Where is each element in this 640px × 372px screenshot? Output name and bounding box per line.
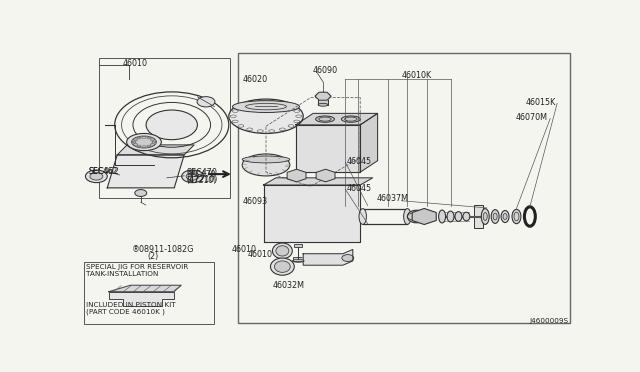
Polygon shape [323,96,330,101]
Polygon shape [117,145,194,155]
Text: 46015K: 46015K [525,98,556,107]
Text: (2): (2) [147,251,158,260]
Text: 46045: 46045 [347,157,372,166]
Circle shape [291,172,303,179]
Bar [84,262,214,324]
Text: SEC470: SEC470 [187,170,216,179]
Bar [293,257,303,261]
Ellipse shape [229,99,303,134]
Ellipse shape [316,116,335,122]
Ellipse shape [242,156,290,163]
Ellipse shape [455,212,462,221]
Polygon shape [303,250,353,265]
Ellipse shape [232,101,300,112]
Ellipse shape [447,211,454,222]
Text: INCLUDED IN PISTON KIT: INCLUDED IN PISTON KIT [86,302,175,308]
Ellipse shape [276,246,289,256]
Text: 46010: 46010 [248,250,273,259]
Polygon shape [264,178,372,185]
Text: SEC470: SEC470 [187,168,218,177]
Ellipse shape [438,210,445,223]
Text: (47210): (47210) [187,175,218,185]
Ellipse shape [483,212,487,221]
Ellipse shape [481,209,489,224]
Ellipse shape [127,134,161,151]
Polygon shape [316,96,323,101]
Text: 46010K: 46010K [401,71,431,80]
Ellipse shape [318,103,328,106]
Text: 46093: 46093 [243,197,268,206]
Ellipse shape [501,211,509,222]
Polygon shape [109,285,181,292]
Circle shape [342,254,354,262]
Bar [474,205,483,228]
Polygon shape [264,185,360,242]
Circle shape [86,170,108,183]
Text: J4600009S: J4600009S [529,318,568,324]
Ellipse shape [273,243,292,259]
Ellipse shape [404,209,411,224]
Bar [294,244,302,247]
Circle shape [319,172,332,179]
Ellipse shape [512,209,521,224]
Polygon shape [109,292,174,306]
Ellipse shape [271,258,294,275]
Polygon shape [360,113,378,172]
Text: SEC462: SEC462 [89,167,120,176]
Text: 46037M: 46037M [376,194,408,203]
Ellipse shape [242,154,290,176]
Polygon shape [316,92,323,96]
Text: SEC462: SEC462 [89,167,118,176]
Ellipse shape [341,116,360,122]
Ellipse shape [491,210,499,223]
Text: (PART CODE 46010K ): (PART CODE 46010K ) [86,308,165,315]
Polygon shape [108,155,184,188]
Text: SPECIAL JIG FOR RESERVOIR: SPECIAL JIG FOR RESERVOIR [86,264,188,270]
Text: ®08911-1082G: ®08911-1082G [132,245,195,254]
Circle shape [90,173,103,180]
Bar [237,53,570,323]
Polygon shape [316,94,323,99]
Polygon shape [323,94,330,99]
Text: 46045: 46045 [347,184,372,193]
Text: 46070M: 46070M [515,113,547,122]
Ellipse shape [315,94,331,98]
Bar [99,58,230,198]
Ellipse shape [407,210,425,223]
Circle shape [186,173,199,180]
Bar [318,96,328,105]
Text: 46020: 46020 [243,75,268,84]
Ellipse shape [132,136,156,148]
Circle shape [146,110,197,140]
Circle shape [135,190,147,196]
Text: 46090: 46090 [312,67,337,76]
Circle shape [182,170,204,183]
Polygon shape [296,113,378,125]
Text: 46032M: 46032M [273,281,305,290]
Ellipse shape [275,261,291,272]
Text: 46010: 46010 [122,59,147,68]
Text: (47210): (47210) [187,176,217,185]
Text: 46010: 46010 [231,245,256,254]
Text: TANK-INSTALLATION: TANK-INSTALLATION [86,271,158,277]
Ellipse shape [493,213,497,220]
Ellipse shape [463,212,470,221]
Polygon shape [323,92,330,96]
Ellipse shape [359,209,367,224]
Circle shape [197,97,215,107]
Polygon shape [296,125,360,172]
Ellipse shape [503,214,507,219]
